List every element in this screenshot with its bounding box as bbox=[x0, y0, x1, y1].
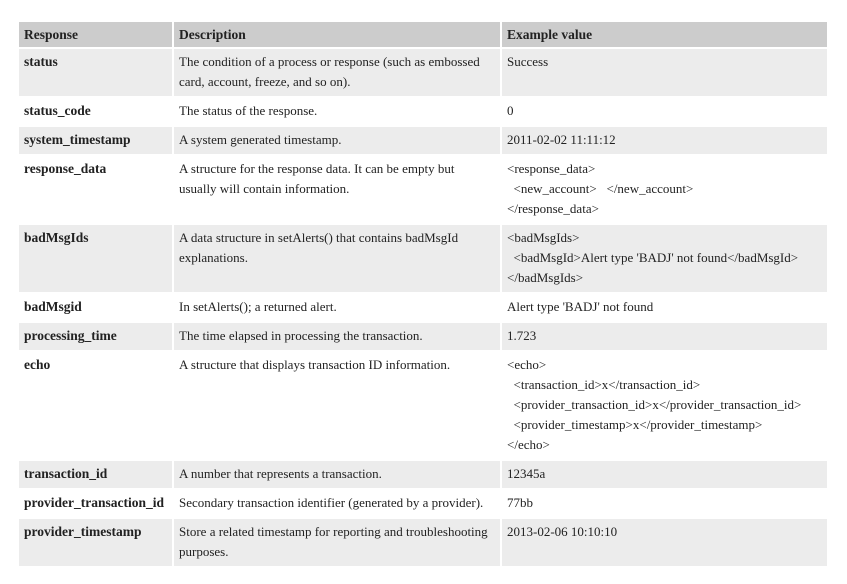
example-value-line: Success bbox=[507, 54, 549, 69]
field-name-cell: system_timestamp bbox=[19, 125, 174, 154]
example-value-line: <echo> bbox=[507, 357, 547, 372]
table-row: processing_time The time elapsed in proce… bbox=[19, 321, 827, 350]
field-description-cell: A structure that displays transaction ID… bbox=[174, 350, 502, 459]
field-description-cell: The status of the response. bbox=[174, 96, 502, 125]
table-row: badMsgIds A data structure in setAlerts()… bbox=[19, 223, 827, 292]
field-description-cell: A system generated timestamp. bbox=[174, 125, 502, 154]
example-value-line: </echo> bbox=[507, 437, 550, 452]
example-value-cell: 1.723 bbox=[502, 321, 827, 350]
header-description: Description bbox=[174, 22, 502, 47]
field-name-cell: transaction_id bbox=[19, 459, 174, 488]
example-value-line: 2013-02-06 10:10:10 bbox=[507, 524, 618, 539]
table-row: provider_transaction_id Secondary transac… bbox=[19, 488, 827, 517]
response-fields-table: Response Description Example value statu… bbox=[19, 22, 827, 566]
field-name-cell: response_data bbox=[19, 154, 174, 223]
example-value-line: <badMsgId>Alert type 'BADJ' not found</b… bbox=[507, 250, 799, 265]
example-value-cell: 2013-02-06 10:10:10 bbox=[502, 517, 827, 566]
example-value-line: 1.723 bbox=[507, 328, 537, 343]
example-value-line: 0 bbox=[507, 103, 514, 118]
example-value-cell: Success bbox=[502, 47, 827, 96]
example-value-line: 2011-02-02 11:11:12 bbox=[507, 132, 616, 147]
example-value-line: <new_account> </new_account> bbox=[507, 181, 694, 196]
field-name-cell: badMsgid bbox=[19, 292, 174, 321]
example-value-cell: <echo> <transaction_id>x</transaction_id… bbox=[502, 350, 827, 459]
table-row: transaction_id A number that represents a… bbox=[19, 459, 827, 488]
example-value-line: Alert type 'BADJ' not found bbox=[507, 299, 654, 314]
field-description-cell: The condition of a process or response (… bbox=[174, 47, 502, 96]
example-value-line: <response_data> bbox=[507, 161, 596, 176]
example-value-line: 12345a bbox=[507, 466, 546, 481]
field-name-cell: status_code bbox=[19, 96, 174, 125]
example-value-line: <provider_transaction_id>x</provider_tra… bbox=[507, 397, 802, 412]
example-value-cell: 12345a bbox=[502, 459, 827, 488]
example-value-line: 77bb bbox=[507, 495, 533, 510]
table-row: status The condition of a process or resp… bbox=[19, 47, 827, 96]
field-description-cell: A data structure in setAlerts() that con… bbox=[174, 223, 502, 292]
field-name-cell: processing_time bbox=[19, 321, 174, 350]
example-value-line: </badMsgIds> bbox=[507, 270, 584, 285]
field-description-cell: A structure for the response data. It ca… bbox=[174, 154, 502, 223]
example-value-line: <badMsgIds> bbox=[507, 230, 580, 245]
field-description-cell: Store a related timestamp for reporting … bbox=[174, 517, 502, 566]
field-name-cell: badMsgIds bbox=[19, 223, 174, 292]
table-row: badMsgid In setAlerts(); a returned alert… bbox=[19, 292, 827, 321]
table-row: status_code The status of the response. 0 bbox=[19, 96, 827, 125]
field-name-cell: echo bbox=[19, 350, 174, 459]
example-value-cell: 0 bbox=[502, 96, 827, 125]
field-description-cell: Secondary transaction identifier (genera… bbox=[174, 488, 502, 517]
field-description-cell: A number that represents a transaction. bbox=[174, 459, 502, 488]
table-header-row: Response Description Example value bbox=[19, 22, 827, 47]
example-value-cell: 77bb bbox=[502, 488, 827, 517]
table-row: echo A structure that displays transactio… bbox=[19, 350, 827, 459]
table-body: status The condition of a process or resp… bbox=[19, 47, 827, 566]
field-description-cell: The time elapsed in processing the trans… bbox=[174, 321, 502, 350]
example-value-cell: <badMsgIds> <badMsgId>Alert type 'BADJ' … bbox=[502, 223, 827, 292]
table-row: system_timestamp A system generated times… bbox=[19, 125, 827, 154]
header-example-value: Example value bbox=[502, 22, 827, 47]
example-value-cell: 2011-02-02 11:11:12 bbox=[502, 125, 827, 154]
field-name-cell: provider_transaction_id bbox=[19, 488, 174, 517]
example-value-cell: Alert type 'BADJ' not found bbox=[502, 292, 827, 321]
table-row: provider_timestamp Store a related timest… bbox=[19, 517, 827, 566]
field-name-cell: provider_timestamp bbox=[19, 517, 174, 566]
example-value-cell: <response_data> <new_account> </new_acco… bbox=[502, 154, 827, 223]
example-value-line: </response_data> bbox=[507, 201, 599, 216]
table-row: response_data A structure for the respons… bbox=[19, 154, 827, 223]
example-value-line: <provider_timestamp>x</provider_timestam… bbox=[507, 417, 763, 432]
field-description-cell: In setAlerts(); a returned alert. bbox=[174, 292, 502, 321]
example-value-line: <transaction_id>x</transaction_id> bbox=[507, 377, 701, 392]
header-response: Response bbox=[19, 22, 174, 47]
field-name-cell: status bbox=[19, 47, 174, 96]
